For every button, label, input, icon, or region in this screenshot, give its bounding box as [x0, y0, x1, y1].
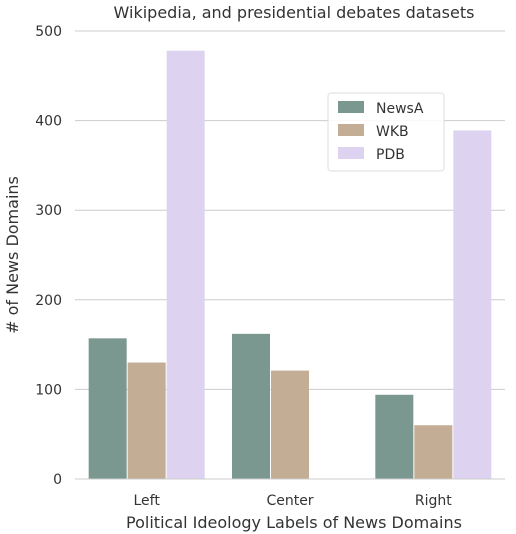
- legend-label: NewsA: [376, 101, 424, 117]
- legend-label: WKB: [376, 124, 409, 140]
- legend-swatch: [338, 101, 364, 113]
- bar-newsa-right: [375, 394, 414, 479]
- legend-label: PDB: [376, 147, 405, 163]
- bar-wkb-center: [271, 370, 309, 479]
- x-tick-label: Right: [415, 493, 452, 509]
- bar-pdb-right: [453, 130, 492, 479]
- bar-newsa-center: [232, 333, 270, 479]
- y-tick-label: 400: [35, 114, 62, 130]
- y-tick-labels: 0 100 200 300 400 500: [35, 24, 62, 488]
- y-tick-label: 0: [53, 472, 62, 488]
- y-tick-label: 300: [35, 203, 62, 219]
- bars: [88, 50, 492, 479]
- bar-newsa-left: [88, 338, 127, 479]
- y-axis-label: # of News Domains: [3, 176, 22, 334]
- legend: NewsA WKB PDB: [327, 92, 445, 172]
- y-tick-label: 200: [35, 293, 62, 309]
- x-tick-label: Center: [266, 493, 313, 509]
- x-axis-label: Political Ideology Labels of News Domain…: [126, 513, 462, 532]
- x-tick-label: Left: [133, 493, 160, 509]
- y-tick-label: 500: [35, 24, 62, 40]
- bar-wkb-left: [127, 362, 166, 479]
- y-tick-label: 100: [35, 382, 62, 398]
- x-tick-labels: Left Center Right: [133, 493, 452, 509]
- legend-swatch: [338, 147, 364, 159]
- legend-swatch: [338, 124, 364, 136]
- bar-pdb-left: [166, 50, 205, 479]
- bar-wkb-right: [414, 425, 453, 479]
- chart-title: Wikipedia, and presidential debates data…: [114, 3, 475, 22]
